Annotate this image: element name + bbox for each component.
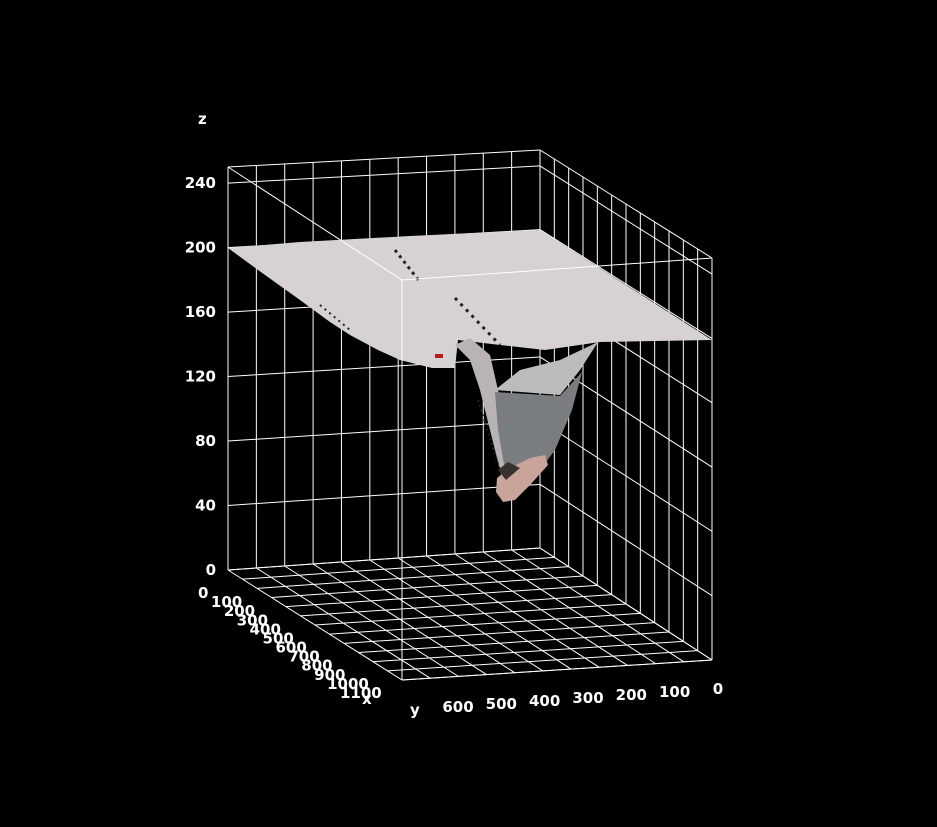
floor-grid-line — [256, 567, 431, 679]
z-tick-label: 200 — [185, 239, 216, 257]
back-grid-hline — [227, 483, 541, 507]
bottom-front-edge — [401, 659, 713, 681]
floor-grid-line — [369, 559, 544, 672]
y-tick-label: 0 — [713, 680, 723, 698]
x-tick-label: 600 — [275, 639, 306, 657]
z-tick-label: 240 — [185, 174, 216, 192]
x-tick-label: 300 — [237, 611, 268, 629]
top-left-edge — [227, 166, 403, 281]
floor-grid-line — [426, 555, 600, 668]
surface-pit-dark — [498, 462, 520, 480]
y-tick-label: 100 — [659, 683, 690, 701]
y-tick-label: 300 — [572, 689, 603, 707]
front-box-edges — [227, 166, 713, 681]
floor-grid-line — [227, 547, 541, 571]
y-tick-label: 500 — [486, 695, 517, 713]
x-tick-label: 200 — [224, 602, 255, 620]
surface-plane — [228, 230, 712, 368]
z-axis-label: z — [198, 110, 207, 128]
x-tick-label: 1000 — [327, 675, 369, 693]
surface-streak — [477, 399, 501, 471]
floor-grid-line — [358, 631, 670, 653]
x-tick-label: 100 — [211, 593, 242, 611]
y-axis-label: y — [410, 701, 420, 719]
floor-grid-line — [454, 553, 628, 666]
surface-pit-shadow — [495, 372, 582, 480]
floor-grid-line — [341, 561, 515, 674]
floor-grid-line — [387, 650, 698, 672]
floor-grid-line — [227, 569, 403, 681]
surface-mesh — [228, 230, 712, 502]
x-tick-label: 400 — [250, 620, 281, 638]
z-tick-label: 160 — [185, 303, 216, 321]
x-tick-label: 1100 — [340, 684, 382, 702]
z-tick-labels: 0 40 80 120 160 200 240 — [185, 174, 216, 579]
back-grid-hline — [227, 420, 541, 442]
x-tick-label: 0 — [198, 584, 208, 602]
floor-grid-line — [285, 584, 598, 608]
surface-streak — [453, 296, 502, 347]
z-tick-label: 80 — [195, 432, 216, 450]
floor-grid-line — [343, 622, 655, 644]
back-grid-top — [227, 149, 541, 168]
floor-grid-line — [256, 566, 569, 589]
top-front-edge — [401, 257, 713, 281]
y-tick-label: 400 — [529, 692, 560, 710]
back-wall-grid — [227, 149, 541, 571]
x-tick-label: 500 — [263, 629, 294, 647]
x-tick-label: 900 — [314, 666, 345, 684]
surface-marker — [435, 354, 443, 358]
surface-pit-wall — [495, 342, 598, 395]
floor-grid-line — [314, 603, 627, 626]
floor-grid-line — [483, 551, 656, 665]
floor-grid-line — [300, 594, 612, 617]
z-tick-label: 0 — [206, 561, 216, 579]
floor-grid-line — [312, 563, 487, 675]
y-tick-labels: 600 500 400 300 200 100 0 — [442, 680, 723, 716]
back-grid-hline — [227, 165, 541, 184]
x-tick-label: 700 — [288, 648, 319, 666]
x-tick-label: 800 — [301, 657, 332, 675]
floor-grid-line — [397, 557, 572, 670]
surface-streak — [319, 304, 351, 331]
floor-grid-line — [511, 549, 685, 663]
floor-grid-line — [271, 575, 584, 598]
floor-grid-line — [242, 556, 555, 580]
floor-grid-line — [329, 612, 641, 635]
surface-pit-bottom — [496, 455, 548, 502]
z-tick-label: 40 — [195, 497, 216, 515]
floor-grid-line — [284, 565, 459, 677]
floor-grid-line — [539, 547, 713, 661]
y-tick-label: 600 — [442, 698, 473, 716]
z-tick-label: 120 — [185, 368, 216, 386]
x-axis-label: x — [362, 690, 372, 708]
floor-grid-line — [372, 640, 684, 663]
y-tick-label: 200 — [616, 686, 647, 704]
